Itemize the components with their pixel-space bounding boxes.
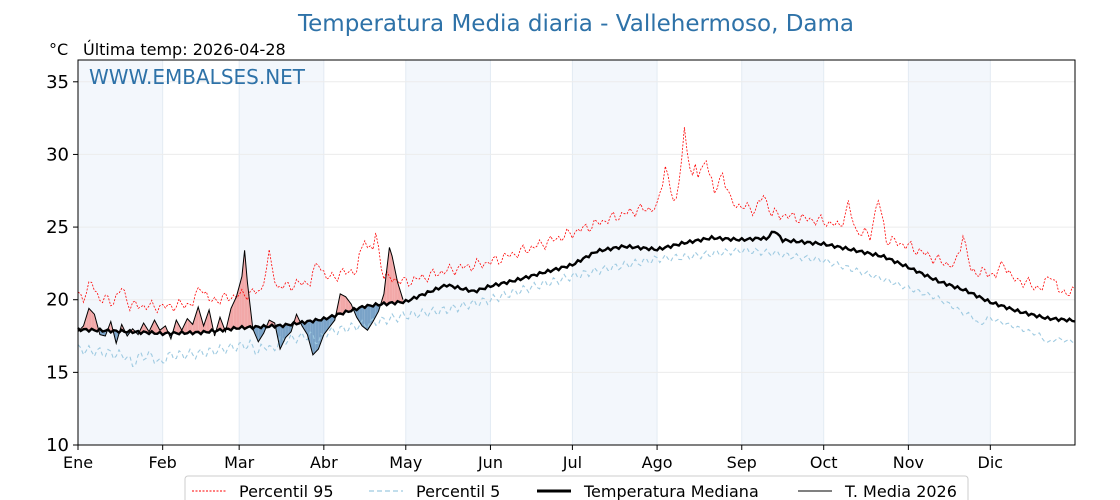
above-median-fill	[389, 247, 393, 303]
legend-label-2026: T. Media 2026	[844, 482, 957, 500]
above-median-fill	[340, 293, 343, 315]
chart-title: Temperatura Media diaria - Vallehermoso,…	[297, 11, 854, 37]
above-median-fill	[86, 308, 89, 332]
x-tick-label: Ene	[63, 453, 93, 472]
x-tick-label: Jul	[562, 453, 582, 472]
series-lines	[77, 127, 1076, 368]
below-median-fill	[375, 303, 379, 317]
legend-label-median: Temperatura Mediana	[583, 482, 759, 500]
series-percentil-95	[77, 127, 1076, 314]
grid-lines	[78, 60, 1075, 445]
x-tick-label: Feb	[149, 453, 177, 472]
series-temperatura-mediana	[77, 230, 1076, 337]
legend: Percentil 95 Percentil 5 Temperatura Med…	[184, 475, 969, 500]
x-tick-label: Ago	[642, 453, 673, 472]
x-tick-label: Abr	[310, 453, 338, 472]
month-bands	[78, 60, 991, 445]
below-median-fill	[255, 326, 259, 342]
above-median-fill	[244, 250, 248, 329]
last-temp-label: Última temp: 2026-04-28	[83, 40, 286, 59]
series-percentil-5	[77, 246, 1076, 368]
above-median-fill	[192, 315, 196, 335]
below-median-fill	[362, 306, 365, 329]
month-band-0	[78, 60, 163, 445]
above-median-fill	[184, 318, 188, 334]
x-tick-label: Jun	[477, 453, 503, 472]
above-median-fill	[206, 309, 210, 333]
legend-label-p95: Percentil 95	[239, 482, 334, 500]
below-median-fill	[323, 317, 327, 335]
legend-frame	[184, 475, 969, 500]
below-median-fill	[280, 324, 283, 350]
y-axis: 10 15 20 25 30 35	[46, 72, 78, 456]
below-median-fill	[277, 324, 281, 350]
x-tick-label: Oct	[810, 453, 838, 472]
above-median-fill	[200, 316, 204, 335]
above-median-fill	[203, 317, 207, 333]
month-band-2	[405, 60, 491, 445]
above-median-fill	[236, 286, 240, 329]
below-median-fill	[307, 320, 311, 345]
x-tick-label: Sep	[727, 453, 757, 472]
above-median-fill	[154, 320, 158, 334]
month-band-1	[239, 60, 324, 445]
y-tick-label: 20	[46, 290, 69, 311]
y-tick-label: 15	[46, 362, 69, 383]
unit-label: °C	[49, 40, 68, 59]
y-tick-label: 35	[46, 72, 69, 93]
series-t-media-2026	[77, 247, 404, 356]
y-tick-label: 30	[46, 144, 69, 165]
month-band-4	[741, 60, 824, 445]
x-tick-label: Mar	[224, 453, 255, 472]
legend-label-p5: Percentil 5	[416, 482, 500, 500]
x-axis: Ene Feb Mar Abr May Jun Jul Ago Sep Oct Nov Dic	[63, 445, 1003, 472]
below-median-fill	[285, 323, 289, 338]
above-median-fill	[239, 276, 242, 329]
below-median-fill	[315, 318, 319, 353]
above-median-fill	[220, 317, 223, 332]
watermark: WWW.EMBALSES.NET	[89, 65, 306, 89]
month-band-5	[908, 60, 991, 445]
above-median-fill	[187, 318, 190, 334]
above-median-fill	[233, 296, 237, 329]
below-median-fill	[364, 304, 368, 331]
y-tick-label: 25	[46, 217, 69, 238]
below-median-fill	[312, 318, 316, 355]
x-tick-label: Dic	[978, 453, 1004, 472]
above-median-fill	[176, 320, 180, 335]
above-median-fill	[386, 247, 390, 306]
plot-frame	[77, 59, 1076, 446]
month-band-3	[572, 60, 658, 445]
y-tick-label: 10	[46, 435, 69, 456]
above-median-fill	[394, 269, 398, 305]
above-median-fill	[195, 306, 199, 333]
above-median-fill	[247, 282, 251, 328]
above-median-fill	[230, 302, 234, 331]
above-median-fill	[91, 311, 95, 331]
above-median-fill	[397, 282, 401, 303]
above-median-fill	[88, 308, 92, 332]
below-median-fill	[318, 320, 322, 350]
x-tick-label: Nov	[893, 453, 924, 472]
above-median-fill	[345, 296, 349, 312]
above-median-fill	[143, 322, 147, 333]
above-median-fill	[228, 308, 231, 331]
x-tick-label: May	[389, 453, 422, 472]
above-median-fill	[198, 306, 201, 335]
